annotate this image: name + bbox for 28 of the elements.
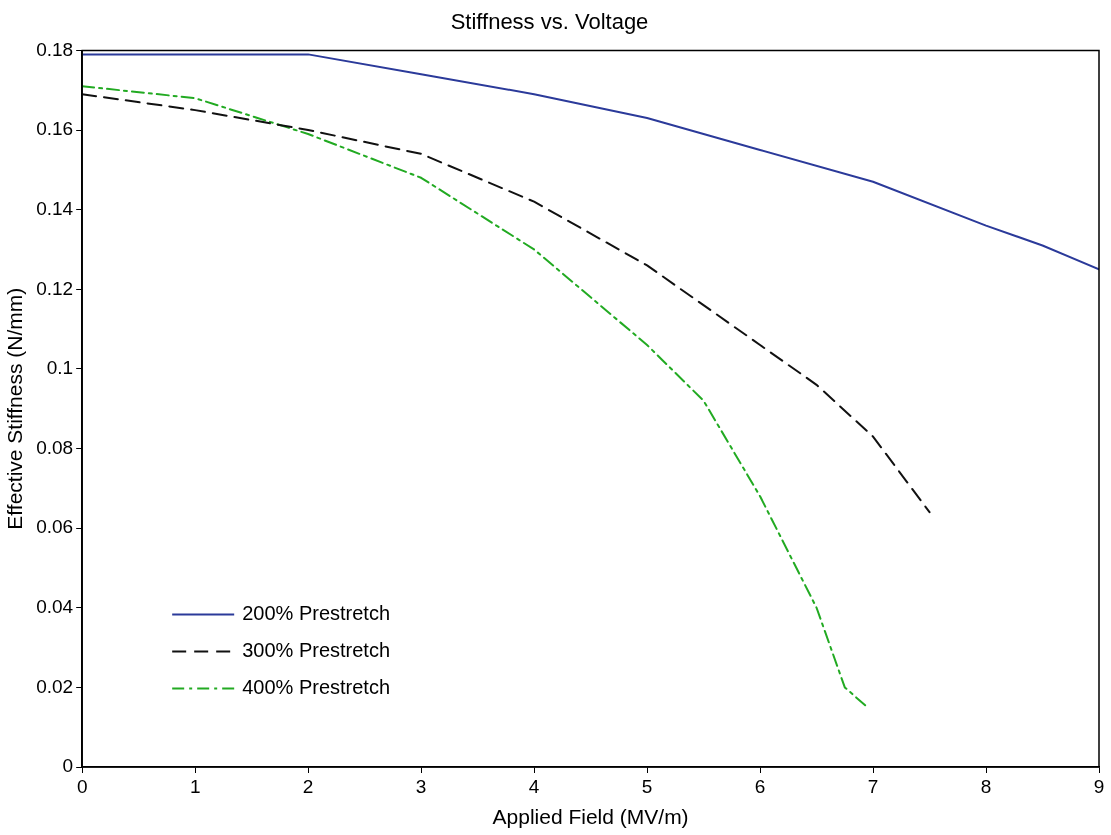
x-tick-label: 9 bbox=[1093, 775, 1105, 797]
y-tick-label: 0.08 bbox=[36, 436, 74, 458]
line-series bbox=[82, 85, 869, 709]
x-axis-title: Applied Field (MV/m) bbox=[492, 805, 689, 829]
legend-label: 200% Prestretch bbox=[242, 602, 391, 625]
y-tick-label: 0.16 bbox=[36, 118, 74, 140]
x-tick-label: 3 bbox=[415, 775, 427, 797]
x-tick-label: 6 bbox=[754, 775, 766, 797]
y-axis-title: Effective Stiffness (N/mm) bbox=[3, 287, 27, 530]
x-tick-label: 8 bbox=[980, 775, 992, 797]
y-tick-label: 0.06 bbox=[36, 516, 74, 538]
y-tick-label: 0.1 bbox=[46, 357, 74, 379]
y-tick-label: 0.02 bbox=[36, 675, 74, 697]
y-tick-label: 0.14 bbox=[36, 197, 74, 219]
chart-title: Stiffness vs. Voltage bbox=[450, 9, 649, 35]
line-series bbox=[82, 93, 931, 514]
x-tick-label: 4 bbox=[528, 775, 540, 797]
x-tick-label: 2 bbox=[302, 775, 314, 797]
legend-label: 400% Prestretch bbox=[242, 676, 391, 699]
x-tick-label: 1 bbox=[189, 775, 201, 797]
x-tick-label: 5 bbox=[641, 775, 653, 797]
y-tick-label: 0.04 bbox=[36, 595, 74, 617]
x-tick-label: 7 bbox=[867, 775, 879, 797]
legend-label: 300% Prestretch bbox=[242, 639, 391, 662]
x-tick-label: 0 bbox=[76, 775, 88, 797]
y-tick-label: 0.12 bbox=[36, 277, 74, 299]
y-tick-label: 0.18 bbox=[36, 38, 74, 60]
y-tick-label: 0 bbox=[62, 755, 74, 777]
